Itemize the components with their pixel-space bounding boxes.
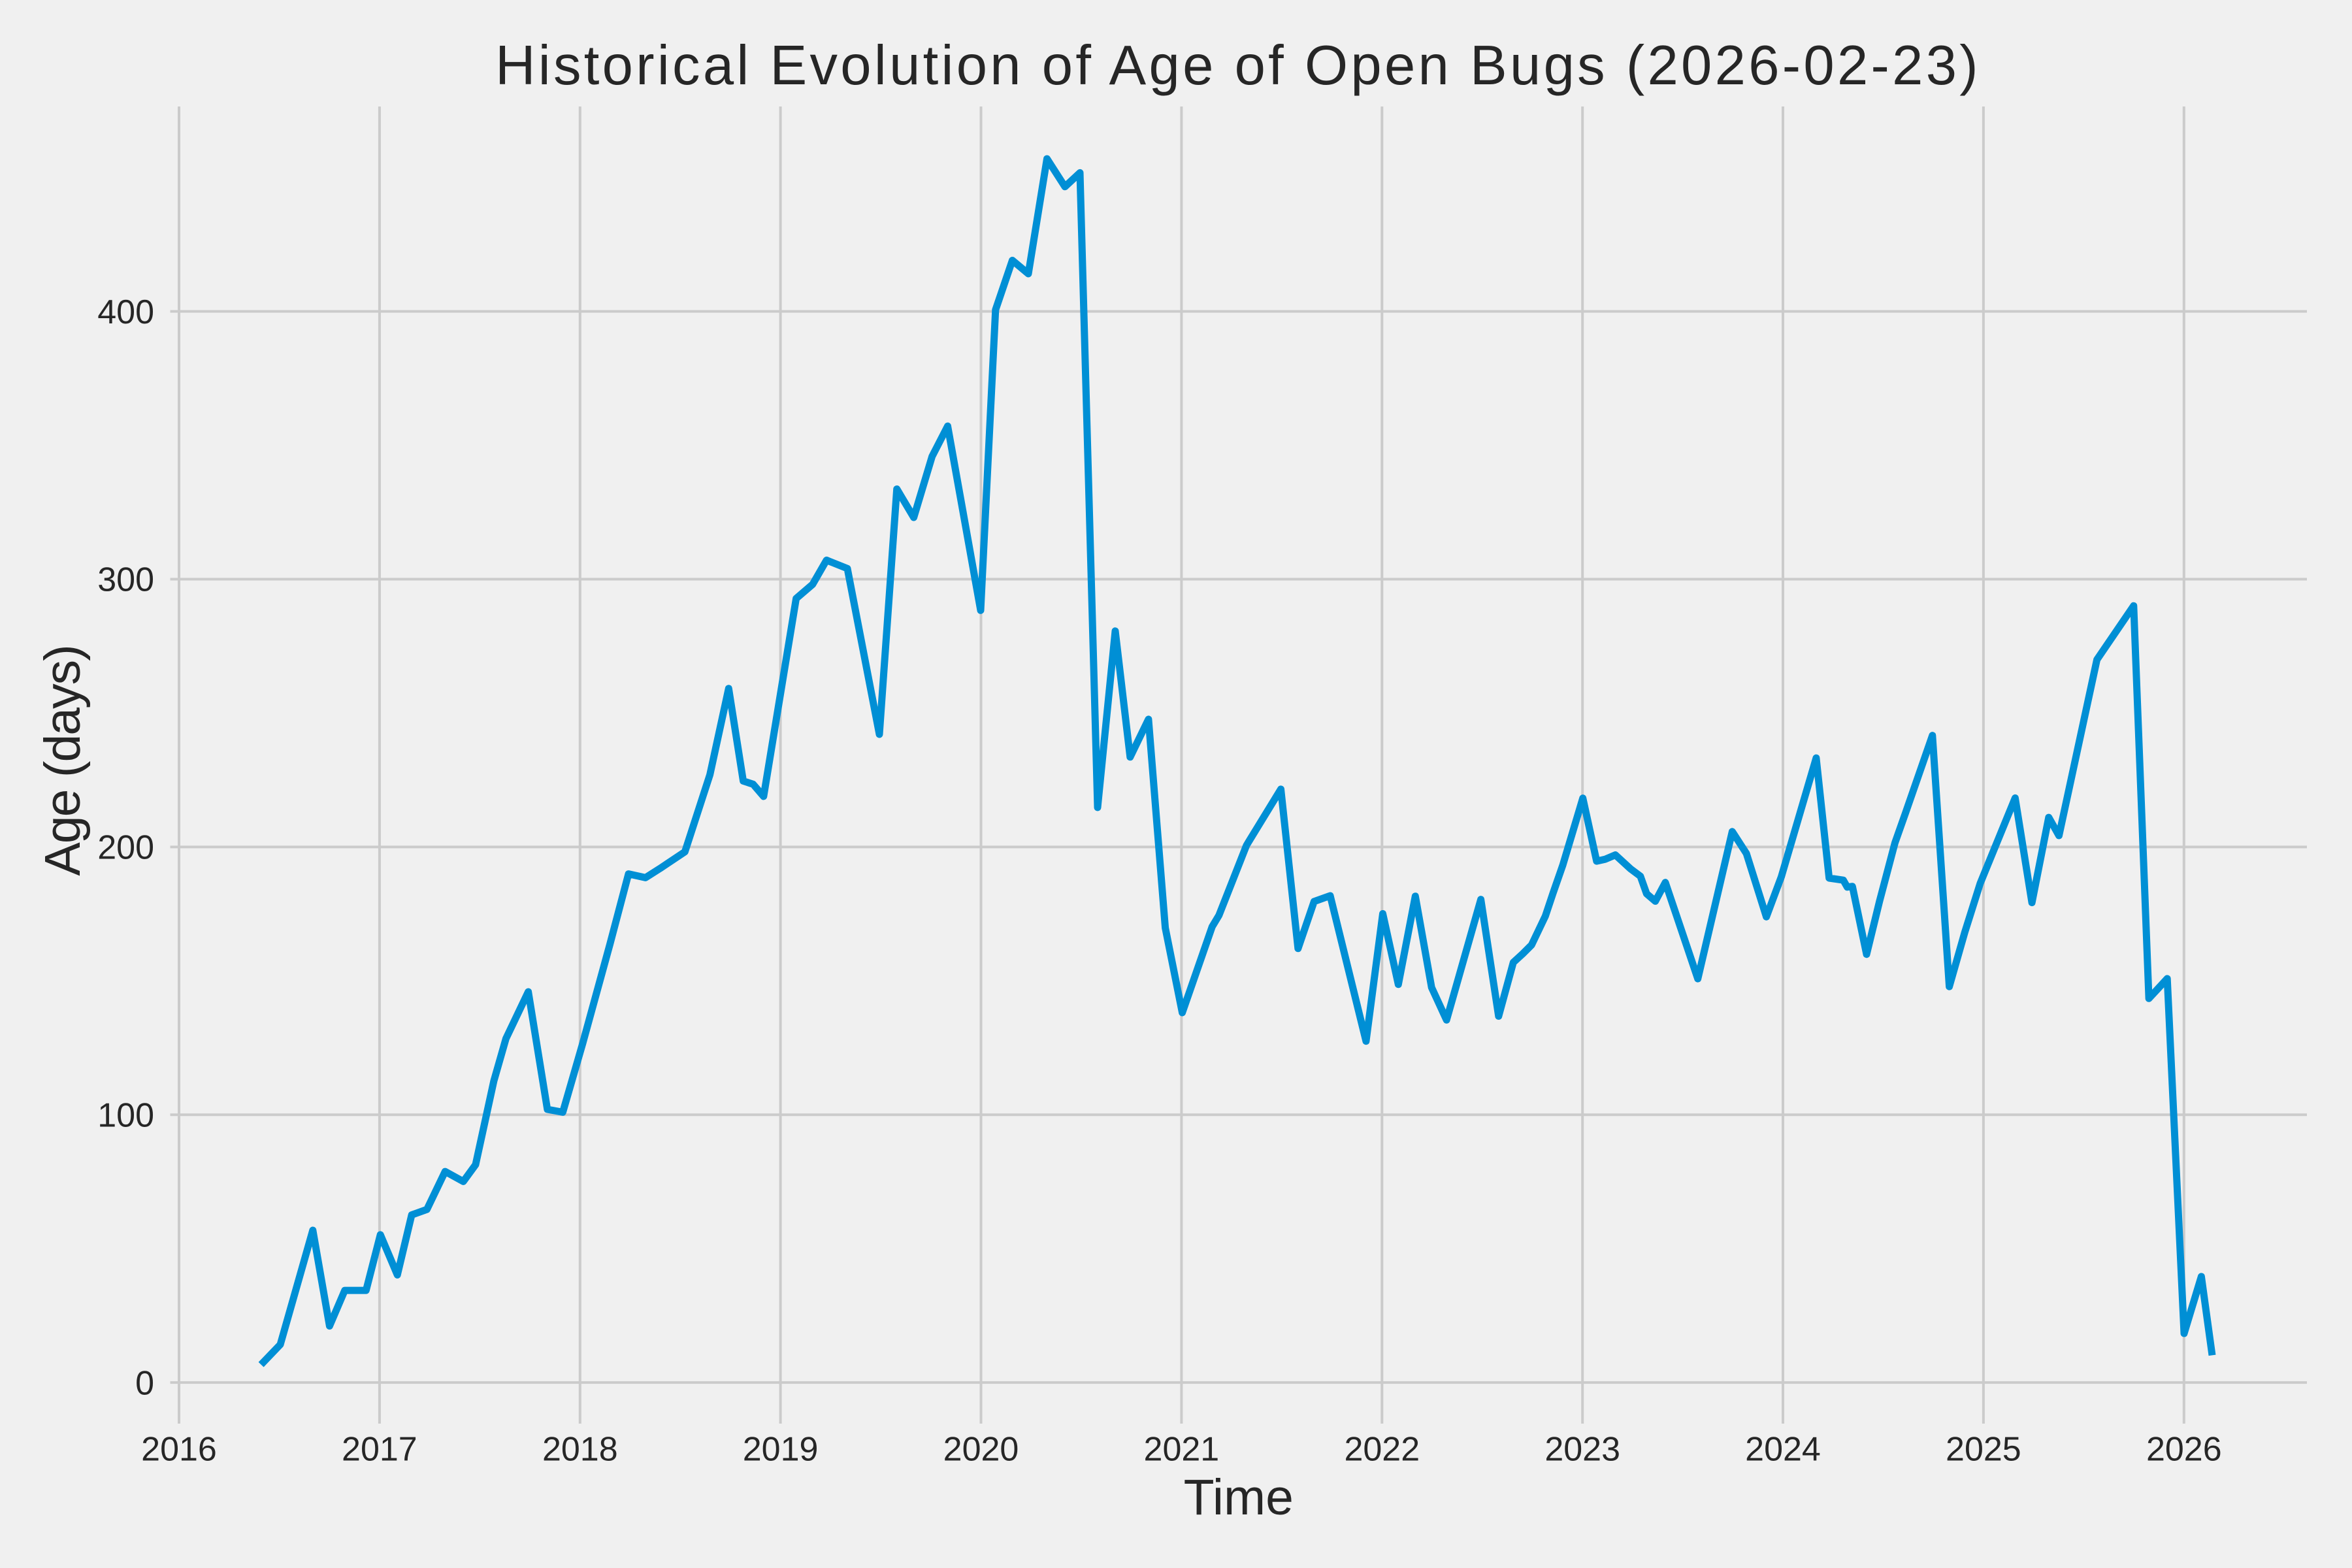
svg-text:2016: 2016 [141, 1431, 217, 1469]
svg-text:2024: 2024 [1745, 1431, 1821, 1469]
svg-text:2026: 2026 [2146, 1431, 2222, 1469]
svg-text:200: 200 [97, 829, 154, 867]
svg-text:Historical Evolution of Age of: Historical Evolution of Age of Open Bugs… [495, 35, 1981, 97]
svg-text:2021: 2021 [1144, 1431, 1220, 1469]
svg-text:2017: 2017 [342, 1431, 417, 1469]
svg-text:2020: 2020 [943, 1431, 1019, 1469]
svg-text:2018: 2018 [542, 1431, 618, 1469]
svg-text:2022: 2022 [1344, 1431, 1420, 1469]
svg-text:0: 0 [135, 1364, 154, 1402]
svg-text:2025: 2025 [1946, 1431, 2021, 1469]
svg-text:2023: 2023 [1544, 1431, 1620, 1469]
svg-text:400: 400 [97, 293, 154, 331]
svg-text:2019: 2019 [743, 1431, 819, 1469]
svg-text:Time: Time [1184, 1469, 1294, 1526]
svg-text:100: 100 [97, 1096, 154, 1134]
svg-text:Age (days): Age (days) [35, 645, 91, 875]
svg-text:300: 300 [97, 561, 154, 599]
